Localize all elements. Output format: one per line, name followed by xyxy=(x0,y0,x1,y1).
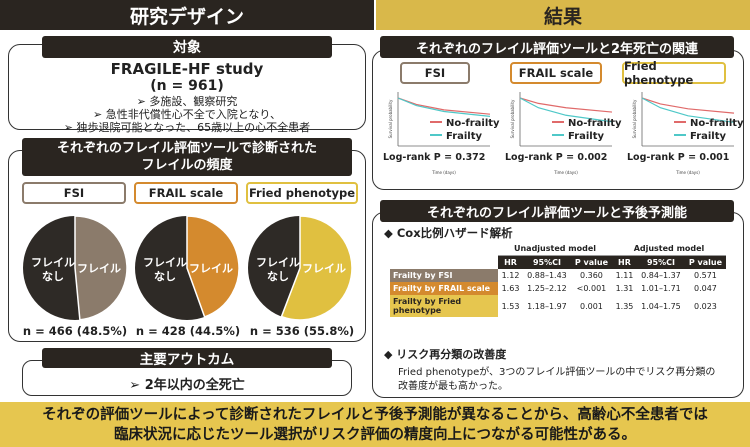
km-ylabel: Survival probability xyxy=(632,99,637,138)
survival-tag-fried: Fried phenotype xyxy=(622,59,726,87)
row-label-fsi: Frailty by FSI xyxy=(390,269,498,282)
pie-label-nonfrail: フレイルなし xyxy=(256,256,300,283)
cell: 1.04–1.75 xyxy=(641,301,681,311)
pie-label-nonfrail: フレイルなし xyxy=(31,256,75,283)
pie-label-frail: フレイル xyxy=(77,262,121,275)
cell: 1.11 xyxy=(615,271,634,280)
km-line-nonfrail xyxy=(519,97,613,113)
cox-col: P value xyxy=(574,258,608,267)
cox-col: 95%CI xyxy=(532,258,561,267)
logrank-fsi: Log-rank P = 0.372 xyxy=(383,152,486,163)
km-xlabel: Time (days) xyxy=(675,170,700,175)
table-row: Frailty by FSI 1.12 0.88–1.43 0.360 1.11… xyxy=(390,269,726,282)
conclusion-bar: それぞの評価ツールによって診断されたフレイルと予後予測能が異なることから、高齢心… xyxy=(0,402,750,447)
cell: 1.01–1.71 xyxy=(641,284,681,293)
conclusion-line-1: それぞの評価ツールによって診断されたフレイルと予後予測能が異なることから、高齢心… xyxy=(42,406,708,423)
km-xlabel: Time (days) xyxy=(431,170,456,175)
subject-panel xyxy=(8,44,366,130)
table-row: Frailty by FRAIL scale 1.63 1.25–2.12 <0… xyxy=(390,282,726,295)
tag-frail-scale: FRAIL scale xyxy=(134,182,238,204)
cell: 0.047 xyxy=(693,284,717,293)
cell: 1.63 xyxy=(501,284,520,293)
cell: <0.001 xyxy=(576,284,607,293)
cell: 0.360 xyxy=(579,271,603,280)
header-study-design: 研究デザイン xyxy=(0,0,374,30)
cox-table: Unadjusted model Adjusted model HR 95%CI… xyxy=(390,242,726,317)
row-label-frail: Frailty by FRAIL scale xyxy=(390,282,498,295)
pie-label-frail: フレイル xyxy=(189,262,233,275)
conclusion-line-2: 臨床状況に応じたツール選択がリスク評価の精度向上につながる可能性がある。 xyxy=(114,426,636,443)
cox-col: 95%CI xyxy=(646,258,675,267)
subject-title: 対象 xyxy=(42,36,332,58)
survival-title: それぞれのフレイル評価ツールと2年死亡の関連 xyxy=(380,36,734,58)
study-name: FRAGILE-HF study xyxy=(110,60,264,78)
pie-frail-slice xyxy=(280,215,353,321)
cell: 0.84–1.37 xyxy=(641,271,681,280)
reclass-text-2: 改善度が最も高かった。 xyxy=(398,381,508,392)
reclass-text-1: Fried phenotypeが、3つのフレイル評価ツールの中でリスク再分類の xyxy=(398,367,716,378)
cox-col: HR xyxy=(618,258,631,267)
cell: 0.88–1.43 xyxy=(527,271,567,280)
cox-heading: ◆ Cox比例ハザード解析 xyxy=(384,226,513,240)
outcome-item: ➢ 2年以内の全死亡 xyxy=(129,378,245,393)
cell: 1.31 xyxy=(615,284,634,293)
km-xlabel: Time (days) xyxy=(553,170,578,175)
subject-bullet-3: ➢ 独歩退院可能となった、65歳以上の心不全患者 xyxy=(63,121,311,134)
cell: 0.571 xyxy=(693,271,717,280)
legend-nonfrail: No-frailty xyxy=(568,118,622,129)
survival-tag-fsi: FSI xyxy=(400,62,470,84)
count-frail-scale: n = 428 (44.5%) xyxy=(135,324,241,338)
km-line-nonfrail xyxy=(641,97,735,114)
cell: 0.023 xyxy=(693,301,717,311)
cell: 1.18–1.97 xyxy=(527,301,567,311)
km-ylabel: Survival probability xyxy=(510,99,515,138)
cell: 1.25–2.12 xyxy=(527,284,567,293)
legend-frail: Frailty xyxy=(446,131,483,142)
pie-label-nonfrail: フレイルなし xyxy=(143,256,187,283)
cell: 1.53 xyxy=(501,301,520,311)
pie-frail-slice xyxy=(74,215,128,321)
pie-label-frail: フレイル xyxy=(302,262,346,275)
km-line-frail xyxy=(519,97,613,123)
header-results: 結果 xyxy=(376,0,750,30)
cox-unadjusted-header: Unadjusted model xyxy=(498,242,612,256)
cell: 1.35 xyxy=(615,301,634,311)
legend-frail: Frailty xyxy=(690,131,727,142)
table-row: Frailty by Fried phenotype 1.53 1.18–1.9… xyxy=(390,295,726,317)
km-ylabel: Survival probability xyxy=(388,99,393,138)
reclass-heading: ◆ リスク再分類の改善度 xyxy=(384,348,507,361)
legend-nonfrail: No-frailty xyxy=(446,118,500,129)
count-fsi: n = 466 (48.5%) xyxy=(22,324,128,338)
study-n: (n = 961) xyxy=(150,78,224,94)
cox-col: HR xyxy=(504,258,517,267)
survival-tag-frail: FRAIL scale xyxy=(510,62,602,84)
cox-col: P value xyxy=(688,258,722,267)
pie-frail-slice xyxy=(186,215,240,318)
count-fried: n = 536 (55.8%) xyxy=(249,324,355,338)
km-line-frail xyxy=(641,97,735,123)
cell: 0.001 xyxy=(579,301,603,311)
logrank-fried: Log-rank P = 0.001 xyxy=(627,152,730,163)
cox-adjusted-header: Adjusted model xyxy=(611,242,726,256)
survival-curves: Survival probability Time (days) No-frailt… xyxy=(388,92,744,175)
cell: 1.12 xyxy=(501,271,520,280)
logrank-frail: Log-rank P = 0.002 xyxy=(505,152,608,163)
frequency-title: それぞれのフレイル評価ツールで診断された フレイルの頻度 xyxy=(22,138,352,176)
prognosis-title: それぞれのフレイル評価ツールと予後予測能 xyxy=(380,200,734,222)
subject-bullet-2: ➢ 急性非代償性心不全で入院となり、 xyxy=(93,108,281,121)
tag-fsi: FSI xyxy=(22,182,126,204)
legend-nonfrail: No-frailty xyxy=(690,118,744,129)
subject-bullet-1: ➢ 多施設、観察研究 xyxy=(136,95,238,108)
tag-fried-phenotype: Fried phenotype xyxy=(246,182,358,204)
row-label-fried: Frailty by Fried phenotype xyxy=(390,295,498,317)
legend-frail: Frailty xyxy=(568,131,605,142)
km-line-frail xyxy=(397,97,491,117)
outcome-title: 主要アウトカム xyxy=(42,348,332,368)
